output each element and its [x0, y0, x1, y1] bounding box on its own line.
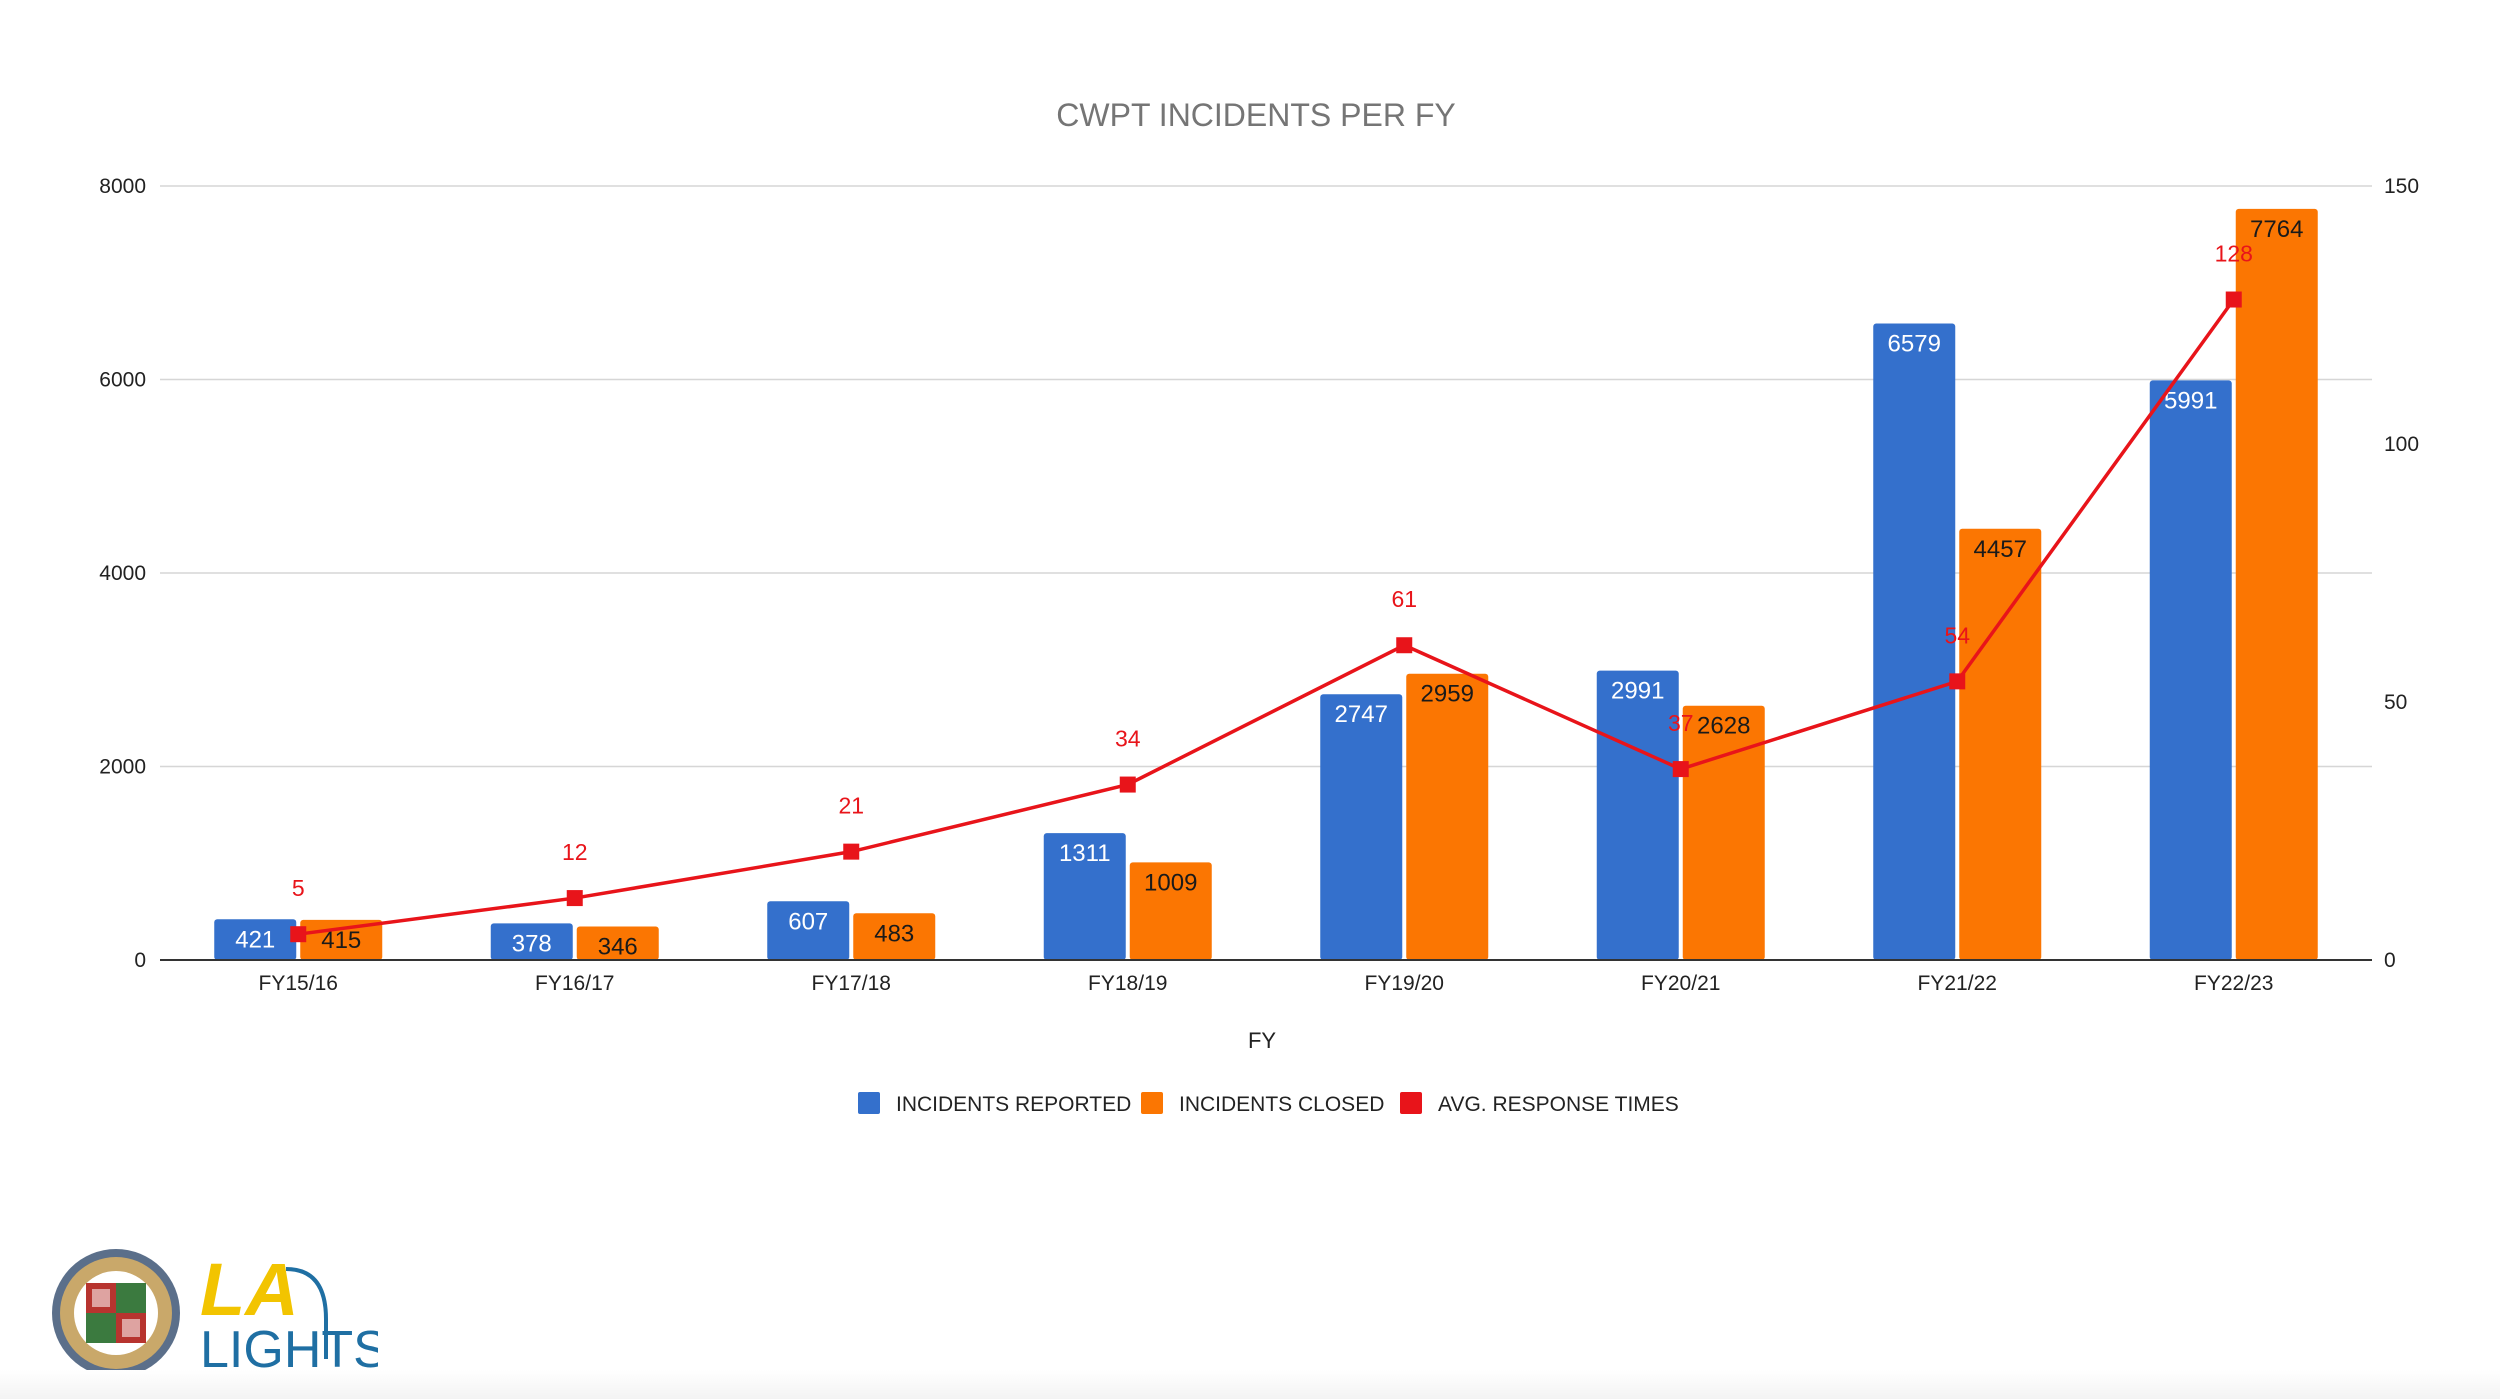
lamp-arc: [285, 1267, 328, 1359]
bar-incidents-closed: [2235, 208, 2318, 960]
response-time-point: [1396, 637, 1413, 654]
data-label-reported: 6579: [1888, 330, 1941, 357]
data-label-closed: 4457: [1974, 536, 2027, 563]
response-time-line: 5 12 21 34 61 37 54 128: [290, 241, 2253, 943]
x-axis: FY15/16 FY16/17 FY17/18 FY18/19 FY19/20 FY20/…: [160, 959, 2372, 995]
y-tick-label-right: 150: [2384, 175, 2419, 198]
y-tick-label-left: 6000: [99, 369, 146, 392]
response-time-label: 128: [2215, 241, 2253, 267]
bar-incidents-reported: [1043, 833, 1126, 960]
bar-incidents-reported: [1873, 323, 1956, 960]
y-tick-label-left: 0: [134, 949, 146, 972]
data-label-closed: 1009: [1144, 869, 1197, 896]
y-tick-label-left: 2000: [99, 756, 146, 779]
page-bottom-shadow: [0, 1370, 2500, 1399]
response-time-label: 34: [1115, 726, 1141, 752]
x-tick-label: FY16/17: [535, 972, 614, 995]
logos: LA LIGHTS: [52, 1248, 378, 1379]
y-tick-label-left: 4000: [99, 562, 146, 585]
y-tick-label-right: 50: [2384, 691, 2407, 714]
legend-label: AVG. RESPONSE TIMES: [1438, 1093, 1679, 1116]
response-time-label: 5: [292, 875, 305, 901]
bar-incidents-closed: [576, 926, 659, 960]
legend-swatch: [858, 1092, 880, 1114]
legend-label: INCIDENTS CLOSED: [1179, 1093, 1384, 1116]
legend: INCIDENTS REPORTED INCIDENTS CLOSED AVG. R…: [858, 1092, 1679, 1116]
data-label-reported: 378: [512, 930, 552, 957]
response-time-point: [1949, 673, 1966, 690]
data-label-closed: 2959: [1421, 681, 1474, 708]
response-time-label: 21: [838, 793, 864, 819]
data-label-reported: 1311: [1059, 840, 1111, 867]
data-label-closed: 346: [598, 934, 638, 961]
response-time-label: 61: [1391, 586, 1417, 612]
right-axis: 0 50 100 150: [2384, 175, 2419, 972]
response-time-point: [2225, 291, 2242, 308]
y-tick-label-right: 0: [2384, 949, 2396, 972]
response-time-label: 12: [562, 839, 588, 865]
y-tick-label-left: 8000: [99, 175, 146, 198]
data-label-reported: 607: [788, 908, 828, 935]
bars: [214, 208, 2318, 961]
response-time-point: [290, 926, 307, 943]
data-label-closed: 7764: [2250, 216, 2303, 243]
bar-incidents-closed: [1959, 528, 2042, 960]
y-tick-label-right: 100: [2384, 433, 2419, 456]
response-time-polyline: [298, 298, 2236, 936]
bar-incidents-reported: [1320, 694, 1403, 960]
bar-incidents-reported: [214, 919, 297, 960]
x-tick-label: FY19/20: [1365, 972, 1444, 995]
legend-swatch: [1141, 1092, 1163, 1114]
response-time-label: 37: [1668, 710, 1694, 736]
legend-label: INCIDENTS REPORTED: [896, 1093, 1131, 1116]
response-time-point: [566, 890, 583, 907]
data-label-reported: 421: [235, 926, 275, 953]
data-label-closed: 483: [874, 920, 914, 947]
data-label-reported: 5991: [2164, 387, 2217, 414]
bar-incidents-reported: [767, 901, 850, 960]
chart-title: CWPT INCIDENTS PER FY: [1056, 97, 1455, 133]
response-time-point: [843, 843, 860, 860]
bar-incidents-closed: [1406, 673, 1489, 960]
bar-incidents-closed: [853, 913, 936, 960]
data-label-closed: 2628: [1697, 713, 1750, 740]
bar-incidents-closed: [1682, 705, 1765, 960]
response-time-label: 54: [1944, 622, 1970, 648]
x-tick-label: FY15/16: [259, 972, 338, 995]
bar-incidents-reported: [490, 923, 573, 960]
legend-swatch: [1400, 1092, 1422, 1114]
response-time-point: [1119, 776, 1136, 793]
la-lights-logo-top: LA: [200, 1248, 299, 1331]
x-tick-label: FY21/22: [1918, 972, 1997, 995]
data-label-reported: 2991: [1611, 678, 1664, 705]
x-tick-label: FY20/21: [1641, 972, 1720, 995]
response-time-point: [1672, 761, 1689, 778]
x-tick-label: FY17/18: [812, 972, 891, 995]
x-tick-label: FY22/23: [2194, 972, 2273, 995]
left-axis: 0 2000 4000 6000 8000: [99, 175, 146, 972]
la-lights-logo-bottom: LIGHTS: [200, 1321, 378, 1379]
bar-incidents-reported: [1596, 670, 1679, 960]
city-seal-logo: [52, 1249, 180, 1377]
x-axis-title: FY: [1248, 1028, 1276, 1053]
data-label-reported: 2747: [1335, 701, 1388, 728]
bar-incidents-reported: [2149, 380, 2232, 961]
x-tick-label: FY18/19: [1088, 972, 1167, 995]
bar-incidents-closed: [1129, 862, 1212, 960]
